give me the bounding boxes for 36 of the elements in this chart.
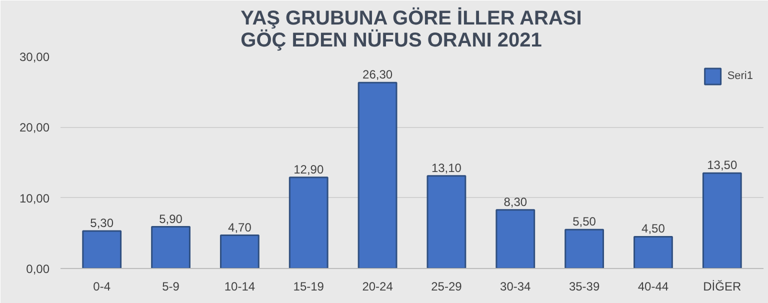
bar — [564, 228, 604, 268]
x-tick-label: 35-39 — [568, 280, 600, 294]
bar — [220, 234, 260, 268]
data-label: 8,30 — [504, 194, 528, 209]
x-tick-label: 5-9 — [162, 280, 180, 294]
bar — [151, 226, 190, 268]
bar — [288, 176, 328, 268]
data-label: 13,50 — [707, 158, 738, 172]
data-label: 13,10 — [431, 160, 462, 175]
x-tick-label: 15-19 — [293, 280, 324, 294]
x-tick-label: 0-4 — [93, 280, 111, 294]
y-tick-label: 10,00 — [19, 191, 50, 206]
bar — [82, 230, 122, 268]
y-tick-label: 20,00 — [19, 120, 50, 135]
chart-title: YAŞ GRUBUNA GÖRE İLLER ARASI GÖÇ EDEN NÜFUS ORANI 2021 — [240, 6, 582, 52]
data-label: 5,90 — [159, 212, 183, 226]
data-label: 4,50 — [642, 222, 666, 236]
bar — [426, 175, 466, 268]
x-tick-label: 25-29 — [431, 280, 462, 294]
y-tick-label: 30,00 — [19, 50, 50, 64]
bar — [358, 82, 398, 268]
x-tick-label: DİĞER — [703, 280, 742, 294]
data-label: 26,30 — [362, 68, 393, 82]
x-tick-label: 10-14 — [224, 280, 256, 294]
y-tick-label: 0,00 — [26, 262, 50, 276]
data-label: 12,90 — [294, 162, 324, 176]
bar — [634, 236, 673, 268]
x-tick-label: 40-44 — [638, 280, 669, 294]
bar — [702, 172, 742, 268]
bar — [496, 209, 536, 268]
legend-label: Seri1 — [727, 70, 753, 82]
data-label: 5,50 — [572, 214, 596, 229]
data-label: 5,30 — [90, 216, 114, 230]
x-tick-label: 30-34 — [500, 280, 532, 294]
x-tick-label: 20-24 — [362, 280, 394, 294]
data-label: 4,70 — [228, 220, 252, 234]
